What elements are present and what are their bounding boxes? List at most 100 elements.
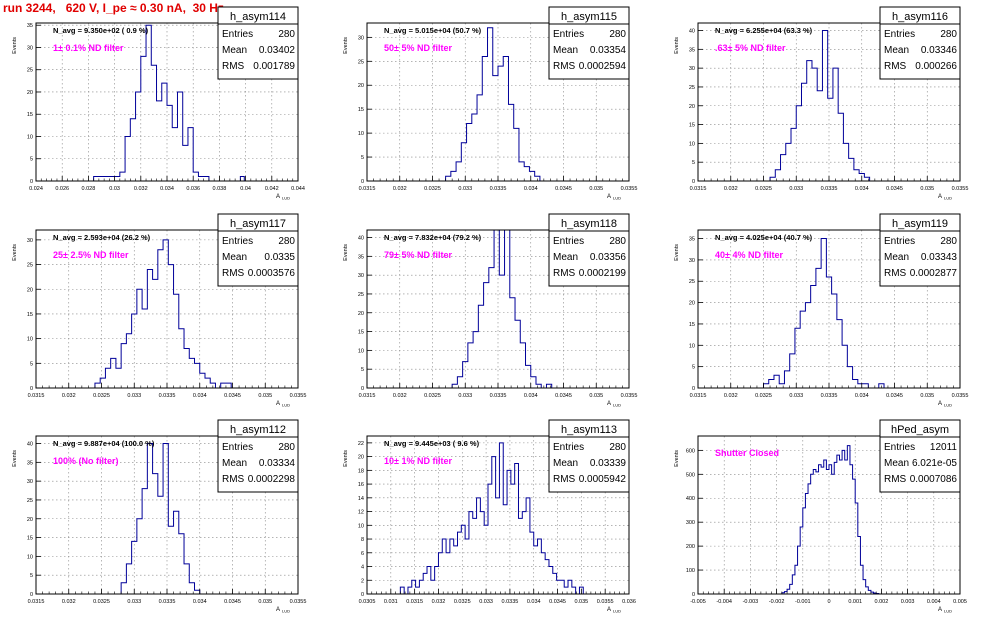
y-tick-label: 35 [689,237,695,243]
histogram-line [781,445,880,595]
y-axis-label: Events [12,450,18,467]
x-tick-label: 0.034 [855,393,869,399]
y-tick-label: 0 [692,179,695,185]
stats-key: RMS [222,474,245,485]
y-tick-label: 25 [358,59,364,65]
x-tick-label: 0.035 [589,186,603,192]
x-tick-label: 0.032 [62,599,76,605]
stats-value: 0.0003576 [248,268,296,279]
navg-label: N_avg = 7.832e+04 (79.2 %) [384,233,482,242]
stats-title: h_asym114 [230,11,286,23]
x-tick-label: 0.0345 [549,599,566,605]
stats-key: RMS [884,61,907,72]
y-tick-label: 0 [30,386,33,392]
x-tick-label: 0.036 [186,186,200,192]
x-tick-label: 0.028 [82,186,96,192]
histogram-panel-hPed_asym: -0.005 -0.004 -0.003 -0.002 -0.001 0 0.001 0.00… [674,419,967,614]
y-tick-label: 25 [689,279,695,285]
x-tick-label: 0.03 [109,186,120,192]
x-tick-label: 0.032 [724,186,738,192]
navg-label: N_avg = 4.025e+04 (40.7 %) [715,233,813,242]
x-axis-label: A LUD [276,607,290,614]
x-axis-label: A LUD [938,607,952,614]
stats-key: Mean [222,458,247,469]
stats-key: RMS [553,474,576,485]
stats-value: 0.03339 [590,458,627,469]
y-tick-label: 25 [27,68,33,74]
x-tick-label: 0.031 [384,599,398,605]
x-tick-label: 0.002 [875,599,889,605]
y-tick-label: 10 [689,343,695,349]
x-tick-label: 0.0345 [555,186,572,192]
x-tick-label: 0.0335 [821,393,838,399]
x-tick-label: -0.003 [743,599,759,605]
x-tick-label: 0.0345 [224,393,241,399]
y-tick-label: 10 [689,141,695,147]
x-tick-label: 0.005 [953,599,967,605]
stats-key: RMS [884,474,907,485]
y-axis-label: Events [674,244,680,261]
y-tick-label: 0 [361,386,364,392]
histogram-line [94,239,232,389]
y-tick-label: 0 [692,592,695,598]
stats-key: Entries [884,442,915,453]
x-tick-label: 0.0345 [886,186,903,192]
stats-key: RMS [553,61,576,72]
stats-key: Mean [884,458,909,469]
y-tick-label: 30 [689,258,695,264]
x-tick-label: 0.024 [29,186,43,192]
x-tick-label: 0.0335 [490,186,507,192]
x-tick-label: 0.0315 [690,393,707,399]
filter-label: 1± 0.1% ND filter [53,43,124,53]
y-tick-label: 35 [358,254,364,260]
x-tick-label: 0.033 [789,186,803,192]
stats-title: h_asym117 [230,218,286,230]
histogram-panel-h_asym116: 0.0315 0.032 0.0325 0.033 0.0335 0.034 0.0345 0… [674,6,968,201]
y-tick-label: 30 [27,238,33,244]
y-tick-label: 10 [358,131,364,137]
y-tick-label: 30 [689,66,695,72]
y-tick-label: 6 [361,551,364,557]
y-tick-label: 35 [689,47,695,53]
y-tick-label: 5 [692,160,695,166]
y-tick-label: 0 [30,179,33,185]
x-tick-label: 0.035 [258,393,272,399]
y-tick-label: 12 [358,510,364,516]
x-tick-label: 0.0355 [290,599,307,605]
y-tick-label: 18 [358,468,364,474]
x-tick-label: 0.032 [432,599,446,605]
stats-value: 0.0007086 [910,474,958,485]
x-tick-label: 0.042 [265,186,279,192]
y-tick-label: 8 [361,537,364,543]
stats-key: Mean [553,252,578,263]
y-tick-label: 15 [27,312,33,318]
x-tick-label: 0.0315 [406,599,423,605]
x-axis-label: A LUD [607,401,621,408]
y-tick-label: 0 [692,386,695,392]
x-tick-label: 0.0305 [359,599,376,605]
y-tick-label: 600 [686,448,695,454]
filter-label: 25± 2.5% ND filter [53,250,129,260]
stats-key: RMS [222,61,245,72]
y-tick-label: 4 [361,565,364,571]
x-tick-label: 0.044 [291,186,305,192]
stats-value: 0.0002298 [248,474,296,485]
y-tick-label: 10 [27,134,33,140]
stats-key: Entries [553,442,584,453]
stats-key: Entries [222,29,253,40]
y-tick-label: 20 [358,83,364,89]
y-tick-label: 20 [689,301,695,307]
stats-value: 0.03346 [921,45,958,56]
y-tick-label: 5 [361,155,364,161]
x-tick-label: -0.004 [716,599,732,605]
x-tick-label: 0.0345 [555,393,572,399]
y-tick-label: 20 [358,455,364,461]
stats-title: hPed_asym [891,424,949,436]
y-axis-label: Events [12,37,18,54]
stats-value: 280 [940,236,957,247]
y-tick-label: 100 [686,568,695,574]
x-tick-label: 0.0315 [359,186,376,192]
x-tick-label: 0.0325 [93,393,110,399]
y-tick-label: 20 [27,90,33,96]
